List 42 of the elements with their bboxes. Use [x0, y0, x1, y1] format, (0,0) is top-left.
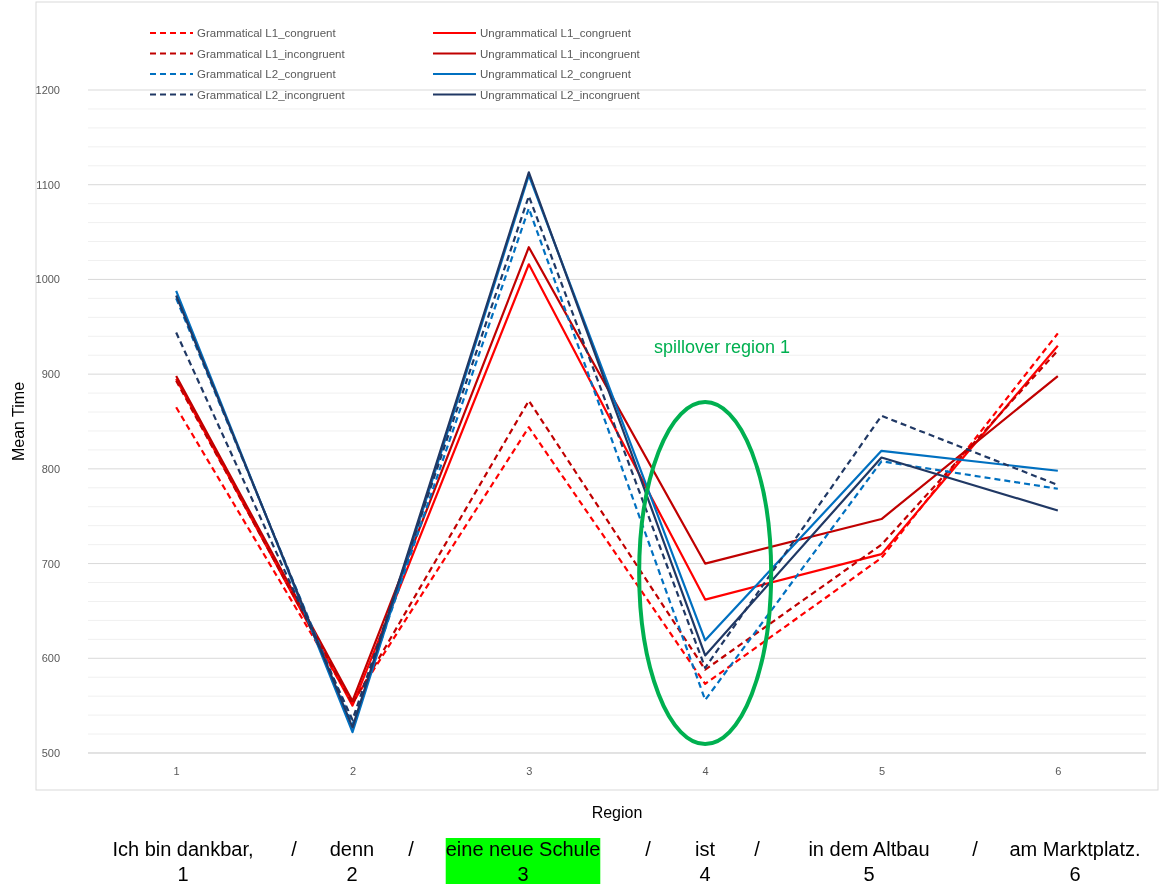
legend-label: Grammatical L1_congruent	[197, 27, 337, 39]
text: 2	[346, 863, 358, 884]
text: 1	[177, 863, 189, 884]
text: /	[291, 838, 298, 860]
legend-label: Grammatical L2_incongruent	[197, 88, 346, 101]
y-tick-label: 1100	[36, 178, 60, 191]
legend-label: Ungrammatical L2_congruent	[480, 68, 632, 80]
annotation: spillover region 1	[653, 337, 791, 357]
y-tick-label: 1000	[35, 273, 60, 286]
legend-label: Grammatical L1_incongruent	[197, 47, 346, 60]
x-tick-label: 1	[173, 764, 180, 777]
legend-label: Ungrammatical L1_incongruent	[480, 47, 641, 60]
x-tick-label: 3	[526, 764, 533, 777]
x-tick-label: 4	[702, 764, 709, 777]
text: 5	[863, 863, 875, 884]
y-tick-label: 600	[41, 652, 60, 665]
x-tick-label: 2	[349, 764, 357, 777]
text: /	[645, 838, 652, 860]
text: /	[972, 838, 979, 860]
text: 4	[699, 863, 711, 884]
y-tick-label: 500	[41, 747, 60, 760]
y-tick-label: 1200	[35, 84, 60, 97]
y-axis-title: Mean Time	[10, 381, 27, 462]
text: /	[408, 838, 415, 860]
legend-label: Ungrammatical L2_incongruent	[480, 88, 641, 101]
text: 6	[1069, 863, 1081, 884]
x-tick-label: 5	[878, 764, 886, 777]
text: ist	[695, 838, 716, 860]
text: in dem Altbau	[808, 838, 930, 860]
text: am Marktplatz.	[1009, 838, 1141, 860]
text: denn	[329, 838, 375, 860]
text: /	[754, 838, 761, 860]
text: 3	[517, 863, 529, 884]
y-tick-label: 900	[41, 368, 60, 381]
legend-label: Ungrammatical L1_congruent	[480, 27, 632, 39]
legend-label: Grammatical L2_congruent	[197, 68, 337, 80]
x-tick-label: 6	[1055, 764, 1062, 777]
text: eine neue Schule	[445, 838, 601, 860]
y-tick-label: 800	[41, 462, 60, 475]
x-axis-title: Region	[591, 804, 643, 821]
y-tick-label: 700	[41, 557, 60, 570]
text: Ich bin dankbar,	[112, 838, 254, 860]
